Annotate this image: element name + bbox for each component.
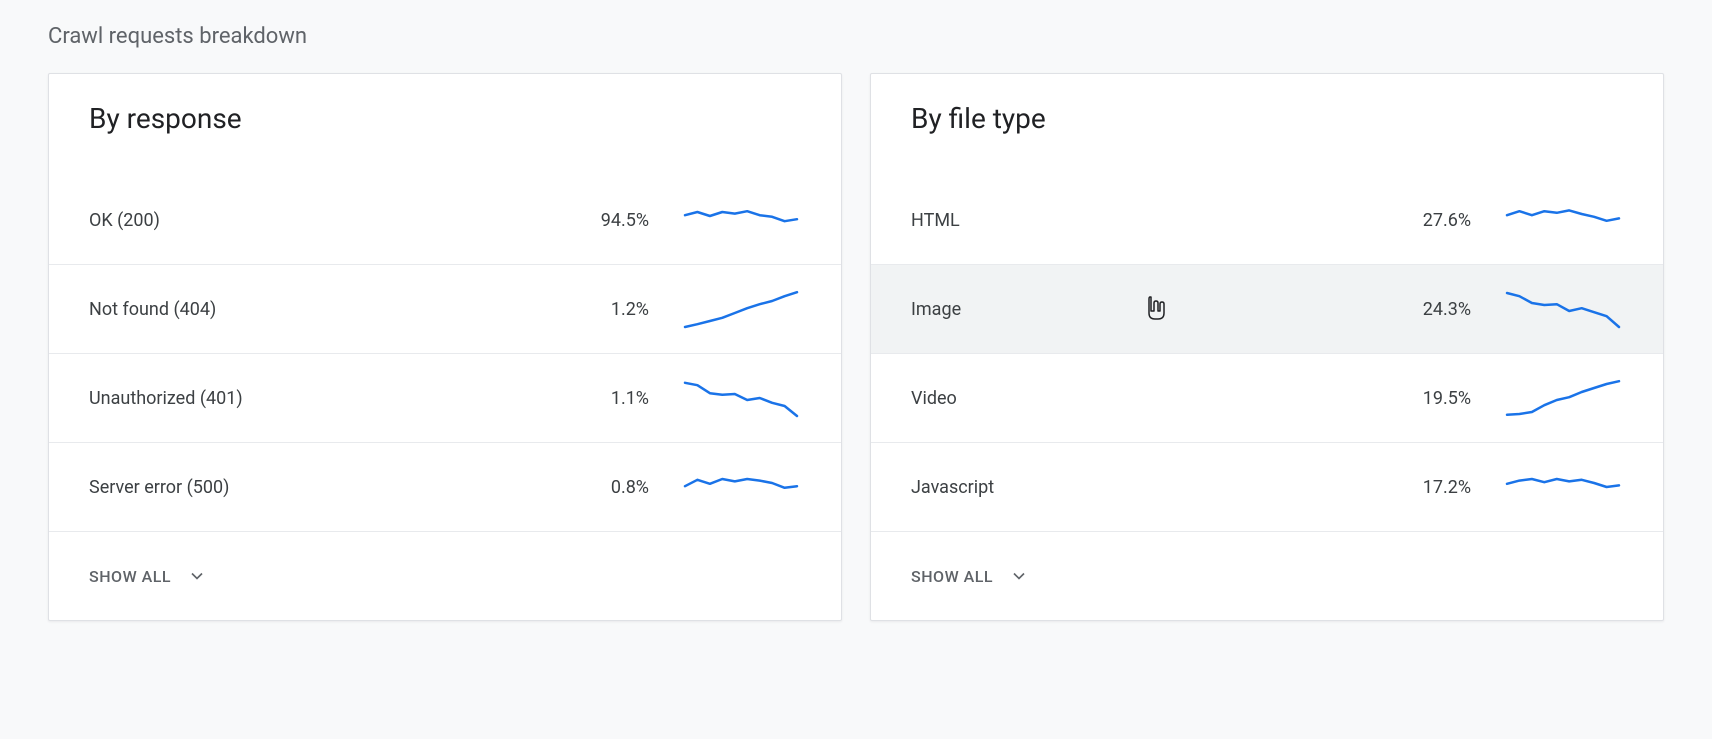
row-label: Unauthorized (401) <box>89 388 569 409</box>
sparkline-icon <box>1503 463 1623 511</box>
row-value: 94.5% <box>569 210 649 231</box>
row-label: Javascript <box>911 477 1391 498</box>
card-title-response: By response <box>89 102 801 135</box>
sparkline-icon <box>681 463 801 511</box>
table-row[interactable]: HTML 27.6% <box>871 175 1663 264</box>
card-by-file-type: By file type HTML 27.6% Image <box>870 73 1664 621</box>
row-label: HTML <box>911 210 1391 231</box>
sparkline-icon <box>1503 285 1623 333</box>
row-value: 1.1% <box>569 388 649 409</box>
chevron-down-icon <box>1009 566 1029 586</box>
row-value: 0.8% <box>569 477 649 498</box>
show-all-label: SHOW ALL <box>89 567 171 586</box>
card-title-filetype: By file type <box>911 102 1623 135</box>
cards-container: By response OK (200) 94.5% Not found (40… <box>48 73 1664 621</box>
row-value: 27.6% <box>1391 210 1471 231</box>
rows-by-file-type: HTML 27.6% Image 24.3% <box>871 175 1663 531</box>
table-row[interactable]: Video 19.5% <box>871 353 1663 442</box>
sparkline-icon <box>1503 374 1623 422</box>
row-value: 17.2% <box>1391 477 1471 498</box>
table-row[interactable]: Not found (404) 1.2% <box>49 264 841 353</box>
card-header: By file type <box>871 74 1663 143</box>
table-row[interactable]: Unauthorized (401) 1.1% <box>49 353 841 442</box>
section-title: Crawl requests breakdown <box>48 24 1664 49</box>
sparkline-icon <box>681 374 801 422</box>
table-row[interactable]: Image 24.3% <box>871 264 1663 353</box>
card-by-response: By response OK (200) 94.5% Not found (40… <box>48 73 842 621</box>
row-label: Not found (404) <box>89 299 569 320</box>
sparkline-icon <box>1503 196 1623 244</box>
row-label: OK (200) <box>89 210 569 231</box>
row-value: 19.5% <box>1391 388 1471 409</box>
show-all-button[interactable]: SHOW ALL <box>871 531 1663 620</box>
show-all-button[interactable]: SHOW ALL <box>49 531 841 620</box>
card-header: By response <box>49 74 841 143</box>
sparkline-icon <box>681 196 801 244</box>
show-all-label: SHOW ALL <box>911 567 993 586</box>
chevron-down-icon <box>187 566 207 586</box>
cursor-pointer-icon <box>1143 293 1169 325</box>
table-row[interactable]: Javascript 17.2% <box>871 442 1663 531</box>
sparkline-icon <box>681 285 801 333</box>
row-label: Video <box>911 388 1391 409</box>
table-row[interactable]: Server error (500) 0.8% <box>49 442 841 531</box>
row-label: Server error (500) <box>89 477 569 498</box>
rows-by-response: OK (200) 94.5% Not found (404) 1.2% Unau… <box>49 175 841 531</box>
row-value: 1.2% <box>569 299 649 320</box>
row-value: 24.3% <box>1391 299 1471 320</box>
table-row[interactable]: OK (200) 94.5% <box>49 175 841 264</box>
